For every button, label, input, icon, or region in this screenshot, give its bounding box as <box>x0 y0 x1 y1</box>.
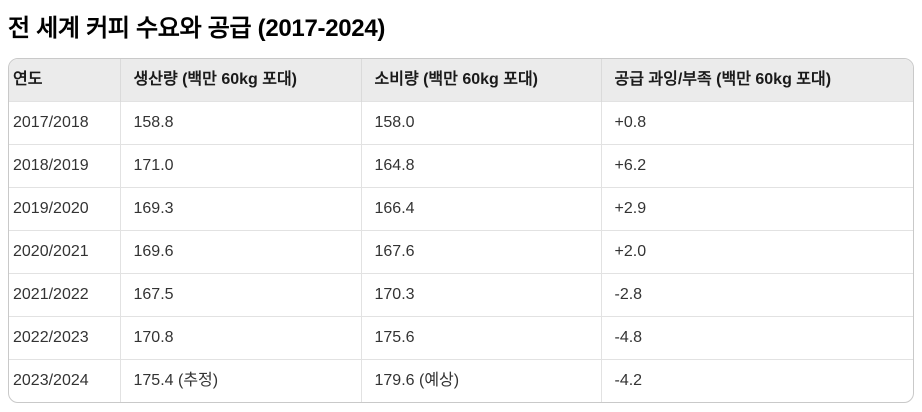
table-row: 2023/2024 175.4 (추정) 179.6 (예상) -4.2 <box>9 359 913 402</box>
table-body: 2017/2018 158.8 158.0 +0.8 2018/2019 171.0 164… <box>9 101 913 402</box>
table-cell-surplus-deficit: -4.2 <box>600 359 913 402</box>
table-cell-consumption: 170.3 <box>360 273 601 317</box>
table-row: 2017/2018 158.8 158.0 +0.8 <box>9 101 913 145</box>
table-cell-surplus-deficit: +0.8 <box>600 101 913 145</box>
table-cell-surplus-deficit: +2.0 <box>600 230 913 274</box>
table-cell-production: 170.8 <box>119 316 361 360</box>
table-cell-year: 2023/2024 <box>9 359 120 402</box>
table-cell-year: 2019/2020 <box>9 187 120 231</box>
table-cell-production: 158.8 <box>119 101 361 145</box>
coffee-supply-demand-table-container: 연도 생산량 (백만 60kg 포대) 소비량 (백만 60kg 포대) 공급 과잉/… <box>8 58 914 403</box>
table-cell-production: 171.0 <box>119 144 361 188</box>
column-header-production: 생산량 (백만 60kg 포대) <box>119 59 361 102</box>
table-cell-consumption: 175.6 <box>360 316 601 360</box>
table-cell-year: 2021/2022 <box>9 273 120 317</box>
column-header-consumption: 소비량 (백만 60kg 포대) <box>360 59 601 102</box>
table-row: 2022/2023 170.8 175.6 -4.8 <box>9 316 913 360</box>
table-cell-consumption: 158.0 <box>360 101 601 145</box>
table-row: 2020/2021 169.6 167.6 +2.0 <box>9 230 913 274</box>
table-cell-surplus-deficit: -4.8 <box>600 316 913 360</box>
column-header-surplus-deficit: 공급 과잉/부족 (백만 60kg 포대) <box>600 59 913 102</box>
table-cell-consumption: 167.6 <box>360 230 601 274</box>
table-cell-year: 2020/2021 <box>9 230 120 274</box>
coffee-supply-demand-table: 연도 생산량 (백만 60kg 포대) 소비량 (백만 60kg 포대) 공급 과잉/… <box>9 59 913 402</box>
table-row: 2019/2020 169.3 166.4 +2.9 <box>9 187 913 231</box>
table-row: 2021/2022 167.5 170.3 -2.8 <box>9 273 913 317</box>
table-cell-surplus-deficit: -2.8 <box>600 273 913 317</box>
table-row: 2018/2019 171.0 164.8 +6.2 <box>9 144 913 188</box>
table-cell-surplus-deficit: +2.9 <box>600 187 913 231</box>
table-cell-production: 169.3 <box>119 187 361 231</box>
table-cell-year: 2018/2019 <box>9 144 120 188</box>
column-header-year: 연도 <box>9 59 120 102</box>
table-cell-production: 169.6 <box>119 230 361 274</box>
page: 전 세계 커피 수요와 공급 (2017-2024) 연도 생산량 (백만 60k… <box>8 15 914 403</box>
table-cell-consumption: 179.6 (예상) <box>360 359 601 402</box>
table-cell-consumption: 164.8 <box>360 144 601 188</box>
page-title: 전 세계 커피 수요와 공급 (2017-2024) <box>8 15 386 42</box>
table-header-row: 연도 생산량 (백만 60kg 포대) 소비량 (백만 60kg 포대) 공급 과잉/… <box>9 59 913 102</box>
table-cell-surplus-deficit: +6.2 <box>600 144 913 188</box>
table-cell-production: 175.4 (추정) <box>119 359 361 402</box>
table-cell-consumption: 166.4 <box>360 187 601 231</box>
table-cell-year: 2017/2018 <box>9 101 120 145</box>
table-cell-year: 2022/2023 <box>9 316 120 360</box>
table-header: 연도 생산량 (백만 60kg 포대) 소비량 (백만 60kg 포대) 공급 과잉/… <box>9 59 913 102</box>
table-cell-production: 167.5 <box>119 273 361 317</box>
